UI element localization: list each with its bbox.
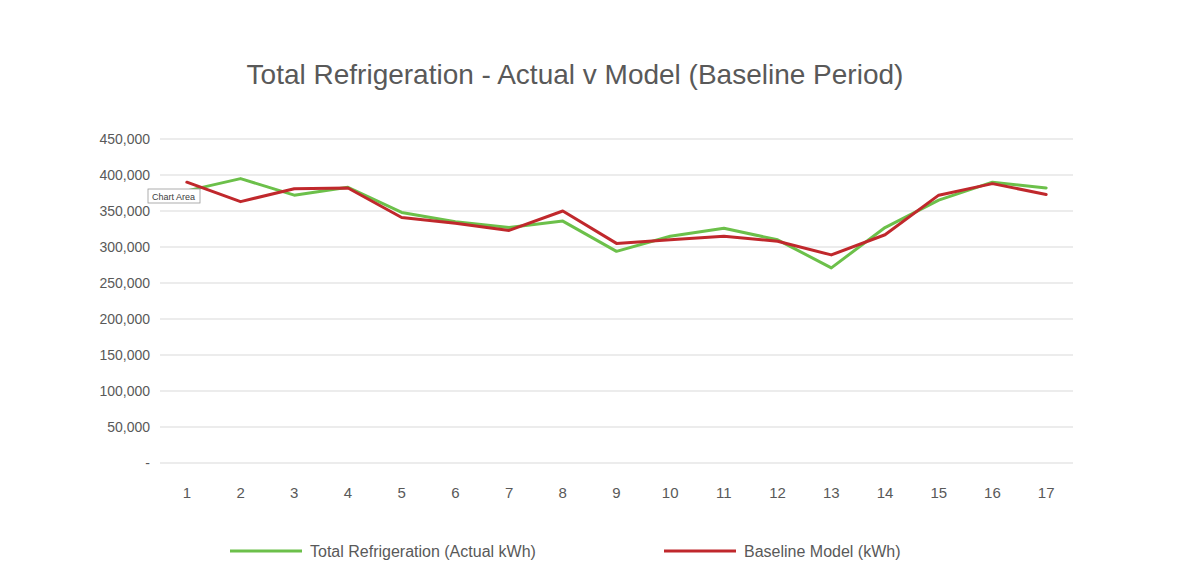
x-tick-label: 9 bbox=[612, 484, 620, 501]
x-tick-label: 16 bbox=[984, 484, 1001, 501]
background bbox=[0, 0, 1200, 575]
y-tick-label: 450,000 bbox=[99, 131, 150, 147]
legend-swatch bbox=[230, 550, 302, 553]
grid-line bbox=[160, 247, 1073, 248]
x-tick-label: 1 bbox=[183, 484, 191, 501]
y-tick-label: 100,000 bbox=[99, 383, 150, 399]
grid-line bbox=[160, 283, 1073, 284]
y-tick-label: 250,000 bbox=[99, 275, 150, 291]
chart: Total Refrigeration - Actual v Model (Ba… bbox=[0, 0, 1200, 575]
y-tick-label: - bbox=[145, 455, 150, 471]
annotation-text: Chart Area bbox=[152, 192, 195, 202]
x-tick-label: 4 bbox=[344, 484, 352, 501]
grid-line bbox=[160, 319, 1073, 320]
y-tick-label: 350,000 bbox=[99, 203, 150, 219]
x-tick-label: 5 bbox=[398, 484, 406, 501]
series-line bbox=[187, 179, 1046, 268]
x-tick-label: 10 bbox=[662, 484, 679, 501]
x-tick-label: 17 bbox=[1038, 484, 1055, 501]
x-tick-label: 2 bbox=[236, 484, 244, 501]
x-tick-label: 3 bbox=[290, 484, 298, 501]
x-tick-label: 8 bbox=[559, 484, 567, 501]
title: Total Refrigeration - Actual v Model (Ba… bbox=[247, 59, 904, 90]
grid-line bbox=[160, 427, 1073, 428]
y-tick-label: 50,000 bbox=[107, 419, 150, 435]
grid-line bbox=[160, 355, 1073, 356]
plot-area bbox=[187, 179, 1046, 268]
x-tick-label: 11 bbox=[716, 484, 732, 501]
x-tick-label: 12 bbox=[769, 484, 786, 501]
grid-line bbox=[160, 391, 1073, 392]
x-tick-label: 15 bbox=[930, 484, 947, 501]
grid-line bbox=[160, 139, 1073, 140]
legend-swatch bbox=[664, 550, 736, 553]
annotation-box bbox=[148, 189, 200, 203]
legend-label: Total Refrigeration (Actual kWh) bbox=[310, 543, 536, 560]
grid-line bbox=[160, 463, 1073, 464]
y-tick-label: 300,000 bbox=[99, 239, 150, 255]
grid-line bbox=[160, 175, 1073, 176]
y-tick-label: 150,000 bbox=[99, 347, 150, 363]
y-tick-label: 200,000 bbox=[99, 311, 150, 327]
legend-label: Baseline Model (kWh) bbox=[744, 543, 901, 560]
series-line bbox=[187, 182, 1046, 255]
x-tick-label: 6 bbox=[451, 484, 459, 501]
legend: Total Refrigeration (Actual kWh) Baseline… bbox=[230, 543, 901, 560]
grid-line bbox=[160, 211, 1073, 212]
y-tick-label: 400,000 bbox=[99, 167, 150, 183]
x-tick-label: 7 bbox=[505, 484, 513, 501]
annotation: Chart Area bbox=[148, 189, 200, 203]
x-tick-label: 14 bbox=[877, 484, 894, 501]
x-tick-label: 13 bbox=[823, 484, 840, 501]
